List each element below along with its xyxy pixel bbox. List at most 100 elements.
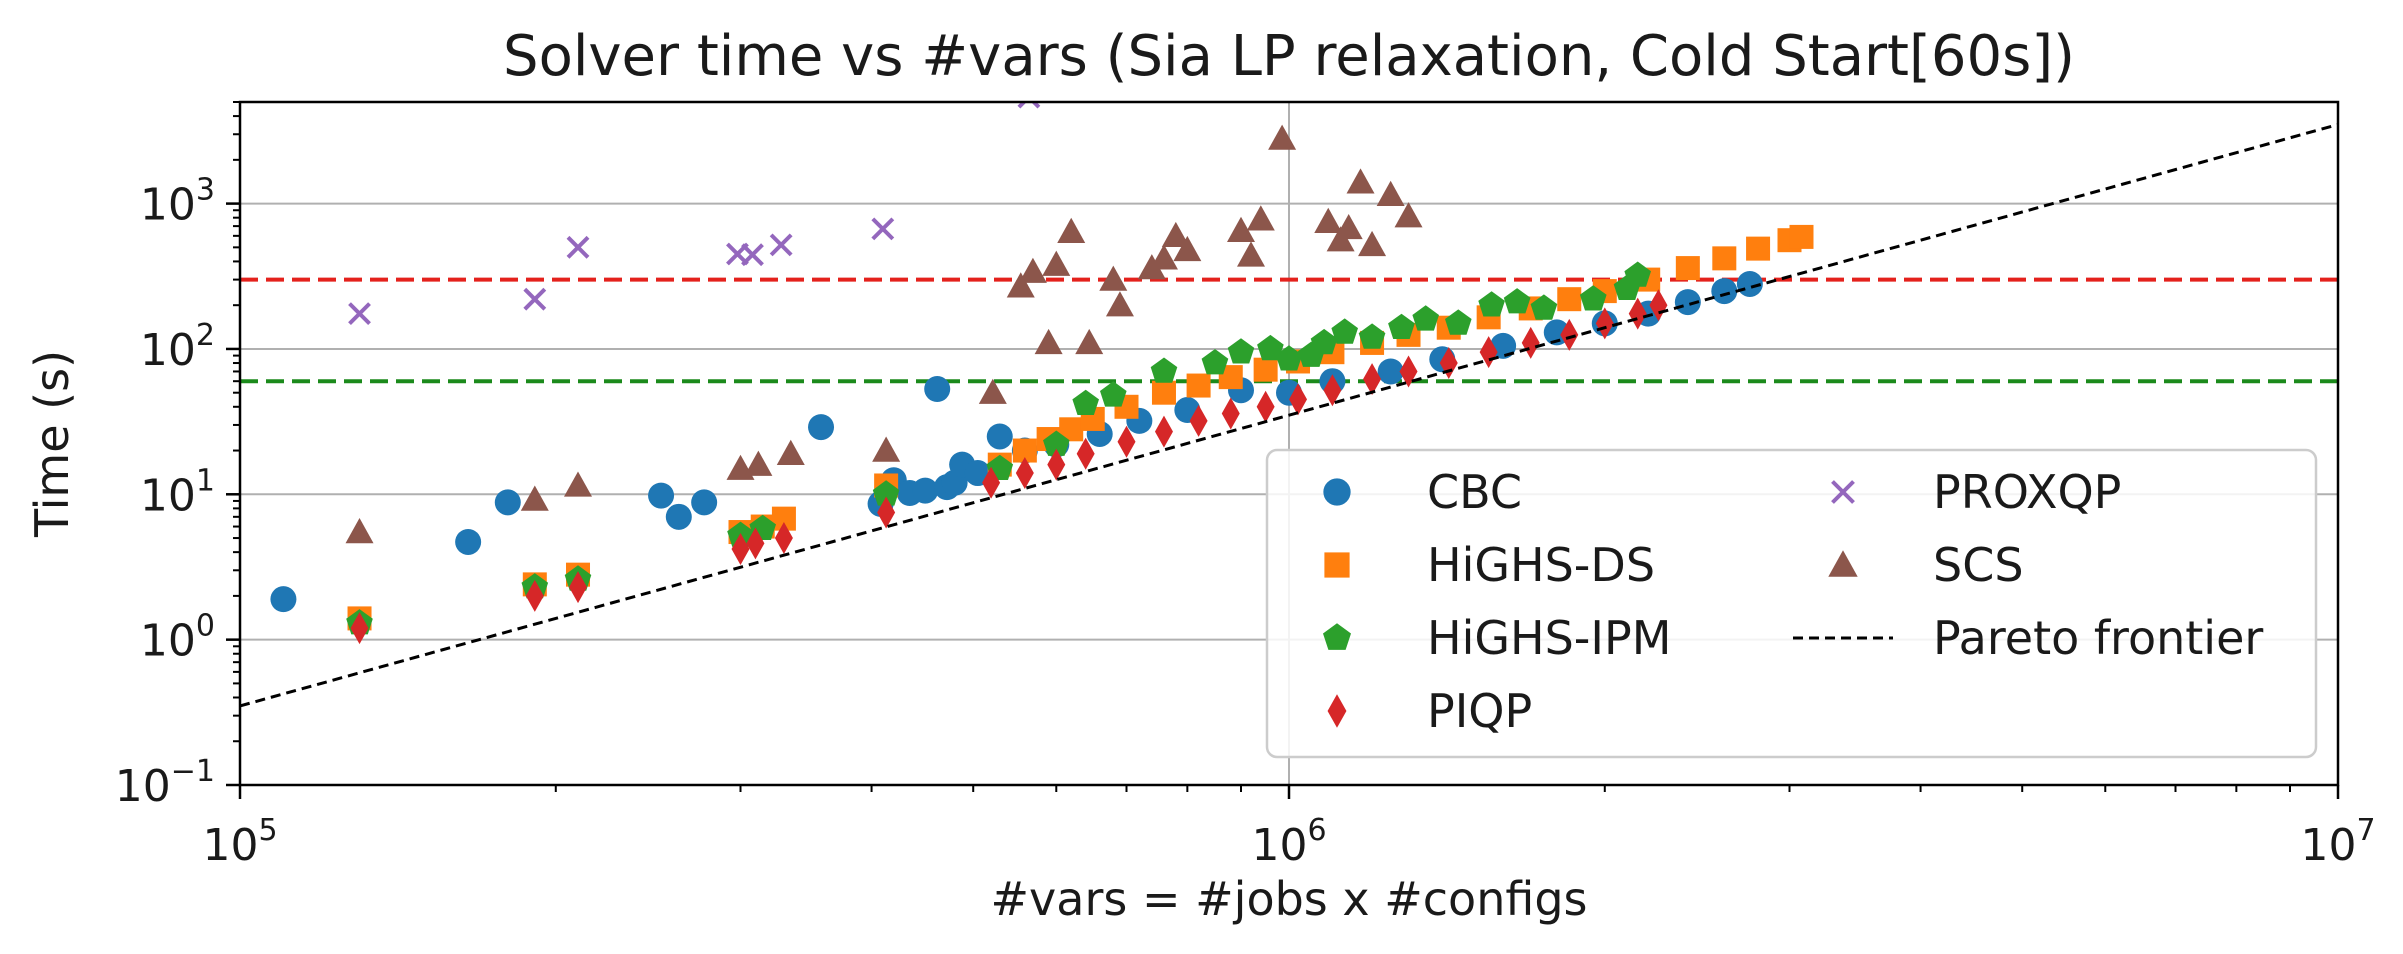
- scs-point: [1018, 257, 1047, 283]
- piqp-point: [1289, 383, 1308, 416]
- piqp-point: [1628, 297, 1647, 330]
- series-proxqp: [348, 102, 1041, 326]
- cbc-point: [986, 423, 1013, 450]
- highs-ds-point: [1675, 256, 1700, 281]
- highs-ipm-point: [1388, 313, 1415, 339]
- scs-point: [1006, 272, 1035, 298]
- highs-ipm-point: [1201, 349, 1229, 375]
- scs-point: [1227, 216, 1256, 242]
- legend: CBC HiGHS-DS HiGHS-IPM PIQP PROXQP SCS Pareto …: [1265, 448, 2318, 759]
- proxqp-point: [523, 287, 547, 311]
- piqp-point: [1015, 457, 1034, 490]
- chart-title: Solver time vs #vars (Sia LP relaxation,…: [503, 24, 2075, 89]
- scs-point: [1034, 328, 1063, 355]
- piqp-point: [1047, 448, 1066, 481]
- scs-point: [1394, 202, 1423, 228]
- piqp-point: [746, 527, 765, 560]
- y-tick-label: 103: [140, 173, 215, 231]
- scs-point: [978, 378, 1007, 404]
- proxqp-point: [1831, 480, 1855, 504]
- piqp-point: [569, 571, 588, 604]
- scs-point: [744, 450, 773, 476]
- highs-ipm-point: [1624, 261, 1651, 287]
- scs-point: [1173, 235, 1202, 262]
- piqp-point: [1256, 390, 1275, 423]
- y-tick-label: 101: [140, 463, 215, 521]
- y-axis-label: Time (s): [25, 350, 79, 538]
- scs-point: [1237, 241, 1266, 267]
- legend-label: Pareto frontier: [1933, 611, 2263, 665]
- highs-ipm-point: [1530, 294, 1558, 320]
- scs-point: [1334, 213, 1363, 240]
- highs-ipm-point: [1412, 305, 1439, 331]
- scs-point: [1358, 230, 1387, 257]
- highs-ipm-point: [872, 480, 900, 506]
- piqp-point: [1595, 307, 1614, 340]
- highs-ipm-point: [1275, 345, 1303, 371]
- proxqp-point: [1017, 102, 1041, 109]
- scs-point: [1376, 180, 1405, 206]
- cbc-point: [924, 376, 951, 403]
- cbc-point: [270, 586, 297, 613]
- cbc-point: [912, 477, 939, 504]
- scs-point: [1099, 265, 1128, 291]
- piqp-point: [1327, 694, 1347, 728]
- scs-point: [1314, 207, 1343, 233]
- cbc-point: [494, 489, 521, 516]
- piqp-point: [1649, 289, 1668, 322]
- legend-label: HiGHS-IPM: [1427, 611, 1671, 665]
- highs-ds-point: [1253, 357, 1278, 382]
- highs-ipm-point: [1227, 338, 1255, 364]
- piqp-point: [1323, 374, 1342, 407]
- scs-point: [776, 439, 805, 465]
- cbc-point: [808, 414, 835, 441]
- piqp-point: [1221, 397, 1240, 430]
- highs-ipm-point: [1310, 328, 1338, 355]
- highs-ipm-point: [1478, 291, 1505, 317]
- cbc-point: [1711, 278, 1738, 305]
- highs-ds-point: [1186, 373, 1211, 398]
- scs-point: [1105, 291, 1134, 317]
- legend-label: PIQP: [1427, 684, 1532, 738]
- legend-label: PROXQP: [1933, 465, 2121, 519]
- cbc-point: [1674, 289, 1701, 316]
- scs-point: [1828, 550, 1858, 577]
- piqp-point: [982, 466, 1001, 499]
- scs-point: [345, 518, 374, 544]
- scs-point: [564, 471, 593, 497]
- highs-ipm-point: [1150, 357, 1178, 383]
- scs-point: [1268, 124, 1297, 150]
- cbc-point: [691, 489, 718, 516]
- scs-point: [1346, 168, 1375, 194]
- highs-ipm-point: [1503, 288, 1531, 314]
- legend-label: SCS: [1933, 538, 2024, 592]
- cbc-point: [455, 528, 482, 555]
- highs-ipm-point: [1323, 623, 1351, 650]
- highs-ipm-point: [1445, 309, 1472, 335]
- y-tick-label: 10−1: [115, 754, 215, 812]
- proxqp-point: [348, 302, 371, 326]
- legend-label: CBC: [1427, 465, 1522, 519]
- highs-ds-point: [1151, 380, 1176, 405]
- scs-point: [520, 485, 549, 511]
- proxqp-point: [871, 217, 895, 241]
- cbc-point: [1323, 478, 1351, 506]
- series-scs: [345, 124, 1423, 544]
- cbc-point: [665, 503, 692, 530]
- x-tick-label: 107: [2300, 813, 2375, 871]
- highs-ds-point: [1746, 236, 1771, 261]
- y-tick-label: 100: [140, 609, 215, 667]
- x-tick-label: 106: [1251, 813, 1326, 871]
- highs-ds-point: [1324, 552, 1350, 578]
- piqp-point: [731, 533, 750, 566]
- piqp-point: [525, 579, 544, 612]
- piqp-point: [1076, 437, 1095, 470]
- piqp-point: [1189, 404, 1208, 437]
- highs-ds-point: [1789, 224, 1814, 249]
- piqp-point: [1117, 425, 1136, 458]
- highs-ds-point: [1557, 287, 1582, 312]
- scs-point: [1161, 221, 1190, 248]
- series-piqp: [350, 289, 1668, 645]
